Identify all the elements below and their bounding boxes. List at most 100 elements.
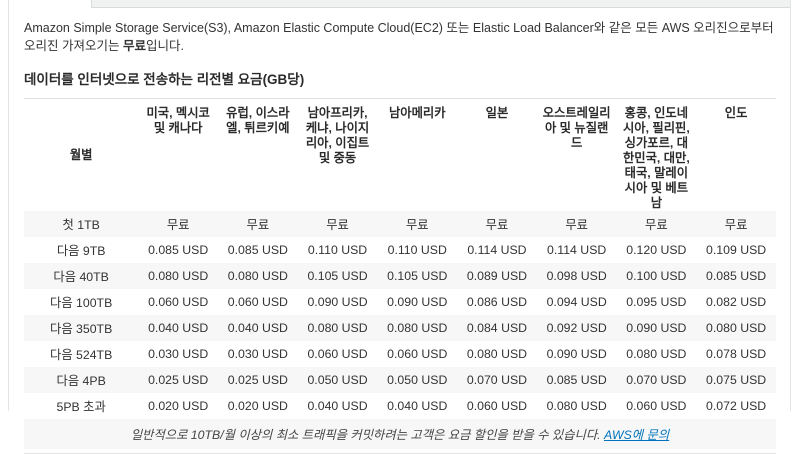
price-cell: 0.114 USD	[547, 243, 607, 257]
tier-label: 다음 4PB	[56, 374, 106, 388]
table-row: 다음 40TB 0.080 USD 0.080 USD 0.105 USD 0.105 …	[24, 263, 776, 289]
pricing-table-body: 첫 1TB 무료 무료 무료 무료 무료 무료 무료 무료 다음 9TB 0.085 USD 0.08…	[24, 211, 776, 419]
pricing-table-header: 월별 미국, 멕시코 및 캐나다 유럽, 이스라엘, 튀르키예 남아프리카, 케냐, …	[24, 99, 776, 212]
price-cell: 0.060 USD	[626, 399, 687, 413]
price-cell: 0.060 USD	[148, 295, 209, 309]
price-cell: 0.085 USD	[546, 373, 607, 387]
pricing-table-footer: 일반적으로 10TB/월 이상의 최소 트래픽을 커밋하려는 고객은 요금 할인…	[24, 419, 776, 449]
section-title: 데이터를 인터넷으로 전송하는 리전별 요금(GB당)	[24, 72, 305, 87]
price-cell: 0.025 USD	[227, 373, 288, 387]
tier-label: 다음 100TB	[50, 296, 113, 310]
column-header-region: 유럽, 이스라엘, 튀르키예	[226, 106, 290, 135]
column-header-region: 남아메리카	[388, 106, 446, 120]
price-cell: 0.080 USD	[626, 347, 687, 361]
price-cell: 0.085 USD	[227, 243, 288, 257]
price-cell: 0.090 USD	[626, 321, 687, 335]
column-header-region: 오스트레일리아 및 뉴질랜드	[542, 106, 611, 150]
intro-before: Amazon Simple Storage Service(S3), Amazo…	[24, 21, 774, 53]
price-cell: 0.086 USD	[466, 295, 528, 309]
price-cell: 0.030 USD	[227, 347, 288, 361]
price-cell: 0.080 USD	[307, 321, 368, 335]
price-cell: 0.040 USD	[387, 399, 448, 413]
price-cell: 0.094 USD	[546, 295, 607, 309]
column-header-monthly: 월별	[69, 147, 93, 162]
price-cell: 0.070 USD	[466, 373, 528, 387]
price-cell: 무료	[724, 218, 748, 232]
price-cell: 0.080 USD	[227, 269, 288, 283]
price-cell: 0.084 USD	[466, 321, 528, 335]
price-cell: 0.100 USD	[626, 269, 687, 283]
column-header-region: 인도	[724, 106, 748, 120]
table-row: 5PB 초과 0.020 USD 0.020 USD 0.040 USD 0.040 U…	[24, 393, 776, 419]
price-cell: 0.050 USD	[387, 373, 448, 387]
tier-label: 첫 1TB	[62, 218, 100, 232]
table-row: 다음 4PB 0.025 USD 0.025 USD 0.050 USD 0.050 U…	[24, 367, 776, 393]
inactive-tab-strip[interactable]	[91, 0, 790, 8]
tier-label: 다음 40TB	[53, 270, 109, 284]
table-row: 다음 9TB 0.085 USD 0.085 USD 0.110 USD 0.110 U…	[24, 237, 776, 263]
price-cell: 0.105 USD	[387, 269, 448, 283]
column-header-region: 미국, 멕시코 및 캐나다	[146, 106, 210, 135]
price-cell: 0.040 USD	[227, 321, 288, 335]
price-cell: 무료	[645, 218, 668, 232]
tab-content: Amazon Simple Storage Service(S3), Amazo…	[9, 8, 790, 454]
price-cell: 0.060 USD	[227, 295, 288, 309]
table-row: 다음 524TB 0.030 USD 0.030 USD 0.060 USD 0.060…	[24, 341, 776, 367]
footnote-text: 일반적으로 10TB/월 이상의 최소 트래픽을 커밋하려는 고객은 요금 할인…	[130, 428, 605, 442]
price-cell: 0.090 USD	[307, 295, 368, 309]
price-cell: 0.072 USD	[706, 399, 767, 413]
price-cell: 0.095 USD	[626, 295, 687, 309]
tier-label: 다음 9TB	[56, 244, 106, 258]
price-cell: 무료	[246, 218, 270, 232]
price-cell: 0.109 USD	[706, 243, 767, 257]
header-row: 월별 미국, 멕시코 및 캐나다 유럽, 이스라엘, 튀르키예 남아프리카, 케냐, …	[24, 99, 776, 212]
price-cell: 0.080 USD	[387, 321, 448, 335]
price-cell: 0.092 USD	[546, 321, 607, 335]
price-cell: 0.020 USD	[227, 399, 288, 413]
footnote-row: 일반적으로 10TB/월 이상의 최소 트래픽을 커밋하려는 고객은 요금 할인…	[24, 419, 776, 449]
price-cell: 0.075 USD	[706, 373, 767, 387]
price-cell: 0.025 USD	[148, 373, 209, 387]
intro-after: 입니다.	[145, 38, 184, 53]
price-cell: 0.030 USD	[148, 347, 209, 361]
tier-label: 다음 524TB	[50, 348, 113, 362]
price-cell: 0.080 USD	[466, 347, 528, 361]
price-cell: 0.090 USD	[387, 295, 448, 309]
pricing-tab-panel: Amazon Simple Storage Service(S3), Amazo…	[8, 0, 791, 454]
pricing-table: 월별 미국, 멕시코 및 캐나다 유럽, 이스라엘, 튀르키예 남아프리카, 케냐, …	[24, 98, 776, 449]
price-cell: 0.078 USD	[706, 347, 767, 361]
price-cell: 0.085 USD	[148, 243, 209, 257]
tab-bar	[9, 0, 790, 8]
price-cell: 0.089 USD	[466, 269, 528, 283]
price-cell: 0.020 USD	[148, 399, 209, 413]
tier-label: 5PB 초과	[56, 400, 106, 414]
tier-label: 다음 350TB	[50, 322, 113, 336]
price-cell: 무료	[326, 218, 349, 232]
intro-text: Amazon Simple Storage Service(S3), Amazo…	[24, 20, 776, 55]
footnote-cell: 일반적으로 10TB/월 이상의 최소 트래픽을 커밋하려는 고객은 요금 할인…	[24, 419, 776, 449]
column-header-region: 남아프리카, 케냐, 나이지리아, 이집트 및 중동	[305, 106, 370, 165]
intro-bold: 무료	[122, 38, 146, 53]
price-cell: 0.080 USD	[546, 399, 607, 413]
price-cell: 0.080 USD	[706, 321, 767, 335]
price-cell: 0.105 USD	[307, 269, 368, 283]
price-cell: 무료	[405, 218, 429, 232]
price-cell: 0.085 USD	[706, 269, 767, 283]
price-cell: 0.040 USD	[148, 321, 209, 335]
price-cell: 0.110 USD	[387, 243, 447, 257]
price-cell: 무료	[485, 218, 509, 232]
price-cell: 0.080 USD	[148, 269, 209, 283]
price-cell: 0.060 USD	[387, 347, 448, 361]
price-cell: 무료	[166, 218, 190, 232]
column-header-region: 홍콩, 인도네시아, 필리핀, 싱가포르, 대한민국, 대만, 태국, 말레이시…	[622, 106, 690, 210]
price-cell: 0.114 USD	[467, 243, 527, 257]
contact-aws-link[interactable]: AWS에 문의	[604, 428, 670, 442]
price-cell: 0.070 USD	[626, 373, 687, 387]
price-cell: 0.060 USD	[307, 347, 368, 361]
price-cell: 0.082 USD	[706, 295, 767, 309]
price-cell: 0.060 USD	[466, 399, 528, 413]
price-cell: 0.040 USD	[307, 399, 368, 413]
column-header-region: 일본	[485, 106, 509, 120]
price-cell: 0.050 USD	[307, 373, 368, 387]
price-cell: 0.090 USD	[546, 347, 607, 361]
